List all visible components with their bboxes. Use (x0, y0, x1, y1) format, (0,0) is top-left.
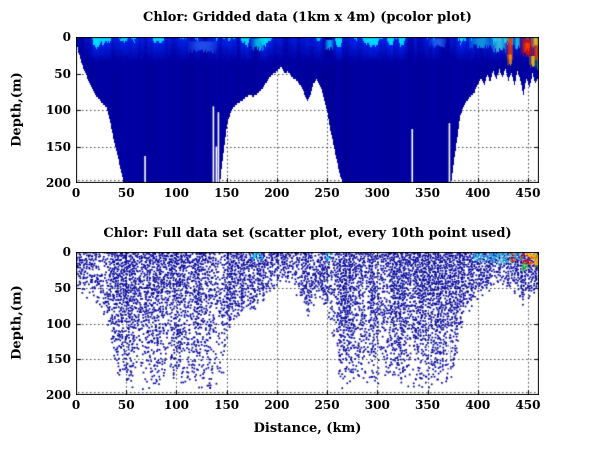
scatter-plot-canvas (76, 252, 539, 395)
y-tick-label: 50 (54, 280, 71, 295)
x-tick-label: 200 (264, 398, 290, 412)
y-tick-label: 100 (45, 103, 71, 117)
y-tick-label: 150 (45, 352, 71, 367)
x-tick-label: 100 (163, 186, 189, 200)
y-tick-label: 100 (45, 316, 71, 331)
pcolor-plot-canvas (76, 37, 539, 183)
x-tick-label: 0 (71, 186, 81, 200)
x-tick-label: 50 (117, 398, 135, 412)
x-tick-label: 400 (465, 398, 491, 412)
x-tick-label: 50 (117, 186, 135, 200)
y-tick-label: 0 (62, 30, 71, 44)
scatter-xlabel: Distance, (km) (253, 421, 362, 436)
x-tick-label: 150 (214, 398, 240, 412)
x-tick-label: 250 (314, 398, 340, 412)
scatter-plot-title: Chlor: Full data set (scatter plot, ever… (103, 226, 512, 241)
x-tick-label: 300 (364, 186, 390, 200)
x-tick-label: 400 (465, 186, 491, 200)
x-tick-label: 450 (515, 398, 541, 412)
x-tick-label: 200 (264, 186, 290, 200)
y-tick-label: 200 (45, 388, 71, 402)
x-tick-label: 100 (163, 398, 189, 412)
x-tick-label: 350 (414, 186, 441, 200)
y-tick-label: 50 (54, 66, 71, 81)
x-tick-label: 300 (364, 398, 390, 412)
x-tick-label: 450 (515, 186, 541, 200)
y-tick-label: 200 (45, 176, 71, 190)
y-tick-label: 150 (45, 139, 71, 154)
x-tick-label: 250 (314, 186, 340, 200)
x-tick-label: 0 (71, 398, 81, 412)
x-tick-label: 350 (414, 398, 441, 412)
y-tick-label: 0 (62, 245, 71, 259)
x-tick-label: 150 (214, 186, 240, 200)
pcolor-plot-title: Chlor: Gridded data (1km x 4m) (pcolor p… (143, 10, 472, 25)
